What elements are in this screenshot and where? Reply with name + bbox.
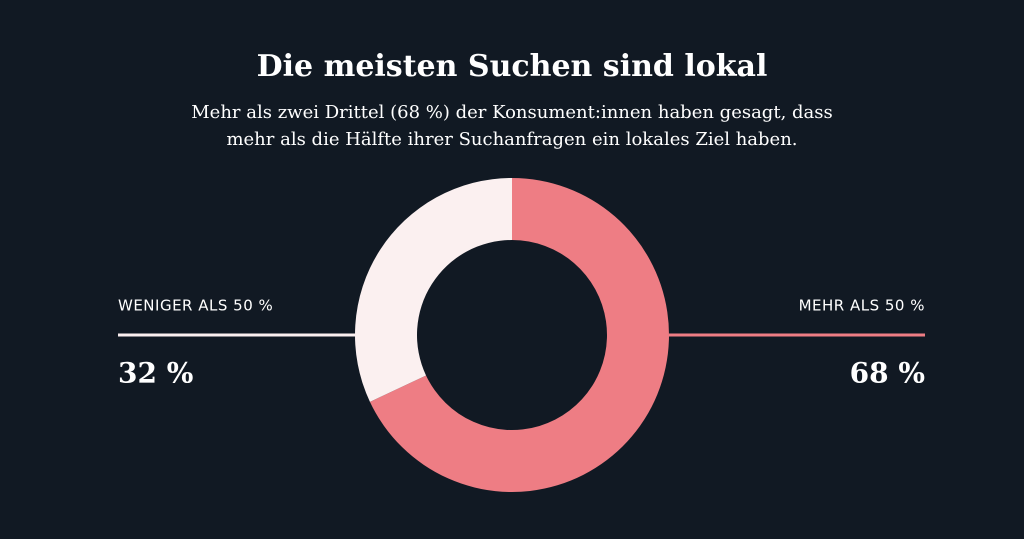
slice <box>369 178 669 492</box>
subtitle-line: mehr als die Hälfte ihrer Suchanfragen e… <box>226 129 797 150</box>
slice <box>354 178 512 402</box>
value-label: 68 % <box>850 357 925 390</box>
legend-label: MEHR ALS 50 % <box>799 297 925 315</box>
chart-title: Die meisten Suchen sind lokal <box>257 49 768 84</box>
value-label: 32 % <box>118 357 193 390</box>
legend-label: WENIGER ALS 50 % <box>118 297 273 315</box>
subtitle-line: Mehr als zwei Drittel (68 %) der Konsume… <box>191 102 833 123</box>
